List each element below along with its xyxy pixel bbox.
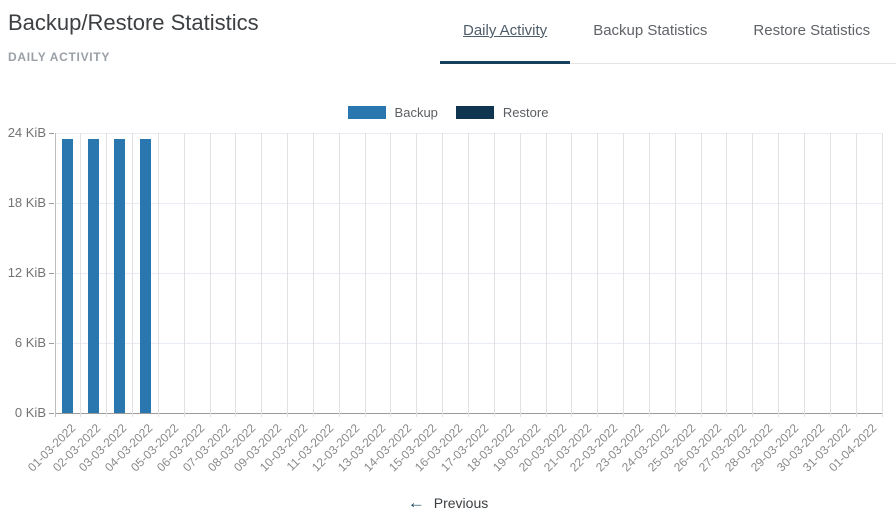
y-tick-mark (49, 202, 54, 204)
y-axis-label: 6 KiB (14, 335, 46, 350)
tab-backup-statistics[interactable]: Backup Statistics (593, 22, 708, 39)
x-gridline (157, 133, 159, 417)
tab-daily-activity[interactable]: Daily Activity (440, 0, 571, 64)
x-gridline (390, 133, 392, 417)
legend-swatch-backup (347, 106, 386, 119)
previous-link[interactable]: ← Previous (0, 494, 896, 511)
legend-swatch-restore (455, 106, 494, 119)
x-gridline (468, 133, 469, 417)
x-gridline (287, 133, 289, 417)
x-gridline (183, 133, 185, 417)
x-gridline (132, 133, 134, 417)
x-gridline (312, 133, 314, 417)
x-gridline (597, 133, 599, 417)
legend-item-backup[interactable]: Backup (347, 105, 438, 120)
x-gridline (519, 133, 521, 417)
x-gridline (803, 133, 805, 417)
x-gridline (442, 133, 444, 417)
bar-backup-03-03-2022[interactable] (114, 139, 125, 413)
y-axis-label: 18 KiB (7, 195, 46, 210)
x-gridline (493, 133, 495, 417)
x-gridline (261, 133, 263, 417)
page-title: Backup/Restore Statistics (8, 10, 259, 35)
previous-label: Previous (433, 494, 489, 511)
bar-backup-02-03-2022[interactable] (88, 139, 99, 413)
legend-label: Backup (394, 105, 438, 120)
x-gridline (829, 133, 831, 417)
x-gridline (752, 133, 754, 417)
legend-label: Restore (502, 105, 549, 120)
tabbar: Daily Activity Backup Statistics Restore… (440, 0, 896, 64)
x-gridline (726, 133, 728, 417)
bar-backup-04-03-2022[interactable] (140, 139, 151, 413)
y-axis-label: 24 KiB (7, 125, 46, 140)
x-gridline (881, 133, 883, 417)
x-gridline (364, 133, 366, 417)
y-tick-mark (49, 272, 54, 274)
bar-backup-01-03-2022[interactable] (62, 139, 73, 413)
x-gridline (80, 133, 82, 417)
y-axis-label: 0 KiB (14, 405, 46, 420)
tab-restore-statistics[interactable]: Restore Statistics (753, 22, 871, 39)
x-gridline (778, 133, 780, 417)
page-subtitle: DAILY ACTIVITY (8, 50, 111, 64)
x-gridline (648, 133, 650, 417)
y-axis-line (54, 133, 56, 417)
y-tick-mark (49, 132, 54, 134)
x-gridline (855, 133, 857, 417)
x-gridline (106, 133, 108, 417)
arrow-left-icon: ← (407, 493, 425, 512)
x-gridline (700, 133, 702, 417)
y-axis-label: 12 KiB (7, 265, 46, 280)
x-gridline (674, 133, 676, 417)
x-gridline (235, 133, 237, 417)
y-tick-mark (49, 412, 54, 414)
x-gridline (571, 133, 573, 417)
x-gridline (545, 133, 547, 417)
chart-legend: Backup Restore (0, 105, 896, 120)
x-gridline (623, 133, 625, 417)
y-tick-mark (49, 342, 54, 344)
x-gridline (338, 133, 340, 417)
x-gridline (209, 133, 211, 417)
x-gridline (416, 133, 418, 417)
legend-item-restore[interactable]: Restore (455, 105, 549, 120)
